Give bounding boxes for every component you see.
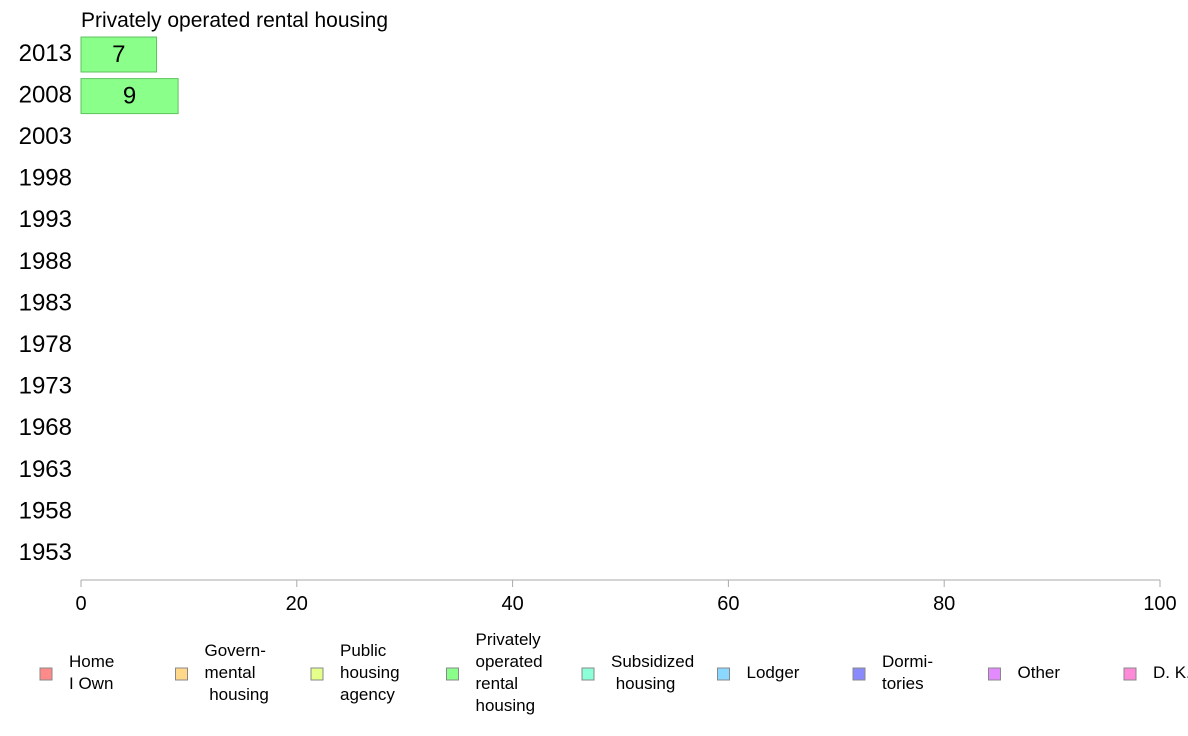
legend-swatch: [852, 667, 866, 681]
y-tick-label-1968: 1968: [19, 414, 72, 441]
legend-label: Govern-mental housing: [205, 641, 269, 704]
legend-label: Other: [1018, 663, 1061, 682]
data-label-2008: 9: [123, 82, 136, 109]
legend-label: Privately operated rental housing: [476, 630, 543, 715]
legend-label: Home I Own: [69, 652, 114, 693]
y-tick-label-1993: 1993: [19, 206, 72, 233]
legend-label: Dormi-tories: [882, 652, 933, 693]
y-tick-label-2003: 2003: [19, 123, 72, 150]
legend: Home I Own Govern-mental housing Public hous…: [39, 630, 1188, 715]
x-axis: 0 20 40 60 80 100: [75, 579, 1177, 615]
legend-item-8: D. K.: [1123, 663, 1188, 682]
bar-2013: [80, 36, 158, 73]
legend-swatch: [581, 667, 595, 681]
y-tick-label-1988: 1988: [19, 248, 72, 275]
y-tick-label-1978: 1978: [19, 331, 72, 358]
x-tick-label-80: 80: [933, 593, 955, 615]
legend-swatch: [39, 667, 53, 681]
y-tick-label-2008: 2008: [19, 81, 72, 108]
y-tick-label-2013: 2013: [19, 40, 72, 67]
y-tick-label-1973: 1973: [19, 373, 72, 400]
legend-item-7: Other: [988, 663, 1061, 682]
legend-item-4: Subsidized housing: [581, 652, 694, 693]
legend-swatch: [310, 667, 324, 681]
x-tick-label-40: 40: [501, 593, 523, 615]
y-tick-label-1983: 1983: [19, 289, 72, 316]
bars: 79: [80, 36, 179, 115]
x-tick-label-0: 0: [75, 593, 86, 615]
x-tick-label-20: 20: [286, 593, 308, 615]
y-tick-label-1953: 1953: [19, 539, 72, 566]
y-tick-label-1963: 1963: [19, 456, 72, 483]
legend-item-6: Dormi-tories: [852, 652, 933, 693]
legend-label: Public housing agency: [340, 641, 400, 704]
legend-item-2: Public housing agency: [310, 641, 400, 704]
y-axis-labels: 2013 2008 2003 1998 1993 1988 1983 1978 1973 1968…: [19, 40, 72, 566]
legend-label: Subsidized housing: [611, 652, 694, 693]
y-tick-label-1958: 1958: [19, 497, 72, 524]
legend-swatch: [1123, 667, 1137, 681]
x-tick-label-100: 100: [1143, 593, 1176, 615]
legend-item-5: Lodger: [717, 663, 800, 682]
legend-swatch: [717, 667, 730, 681]
bar-2008: [80, 78, 179, 115]
legend-item-0: Home I Own: [39, 652, 114, 693]
data-label-2013: 7: [112, 41, 125, 68]
legend-item-3: Privately operated rental housing: [446, 630, 543, 715]
legend-item-1: Govern-mental housing: [175, 641, 269, 704]
legend-label: Lodger: [747, 663, 800, 682]
x-tick-label-60: 60: [717, 593, 739, 615]
chart-title: Privately operated rental housing: [81, 9, 388, 32]
legend-swatch: [988, 667, 1001, 681]
legend-label: D. K.: [1153, 663, 1188, 682]
legend-swatch: [175, 667, 188, 681]
legend-swatch: [446, 667, 459, 681]
y-tick-label-1998: 1998: [19, 165, 72, 192]
